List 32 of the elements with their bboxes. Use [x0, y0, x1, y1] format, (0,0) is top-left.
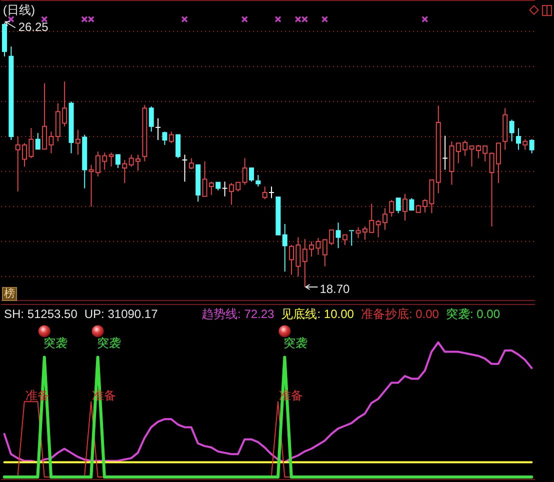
text: 趋势线: 72.23 — [202, 307, 274, 321]
annotation: 准备 — [25, 388, 50, 403]
candlestick — [75, 129, 80, 156]
candlestick — [155, 118, 162, 140]
annotation: 突袭 — [43, 336, 68, 350]
candlestick — [436, 105, 441, 194]
annotation: 18.70 — [320, 282, 350, 296]
text: 见底线: 10.00 — [281, 307, 354, 321]
annotation: 26.25 — [18, 20, 49, 34]
candlestick — [182, 154, 188, 182]
candlestick — [282, 224, 288, 272]
annotation: 准备 — [92, 388, 116, 403]
annotation: 榜 — [2, 287, 17, 301]
text: 准备抄底: 0.00 — [360, 307, 439, 321]
annotation: 突袭 — [284, 336, 308, 350]
candlestick — [348, 230, 355, 246]
candlestick — [502, 108, 508, 150]
annotation: 准备 — [279, 388, 304, 403]
candlestick — [442, 135, 448, 170]
candlestick — [516, 128, 521, 150]
candlestick — [122, 159, 128, 184]
candlestick — [222, 181, 228, 197]
candlestick — [336, 222, 341, 249]
text: UP: 31090.17 — [84, 307, 158, 321]
candlestick — [35, 132, 40, 150]
chart-title: (日线) — [3, 3, 35, 17]
text: SH: 51253.50 — [4, 307, 78, 321]
candlestick — [276, 196, 281, 236]
candlestick — [115, 154, 120, 168]
annotation: 突袭 — [96, 336, 121, 350]
candlestick — [268, 186, 274, 199]
text: 突袭: 0.00 — [446, 307, 500, 321]
